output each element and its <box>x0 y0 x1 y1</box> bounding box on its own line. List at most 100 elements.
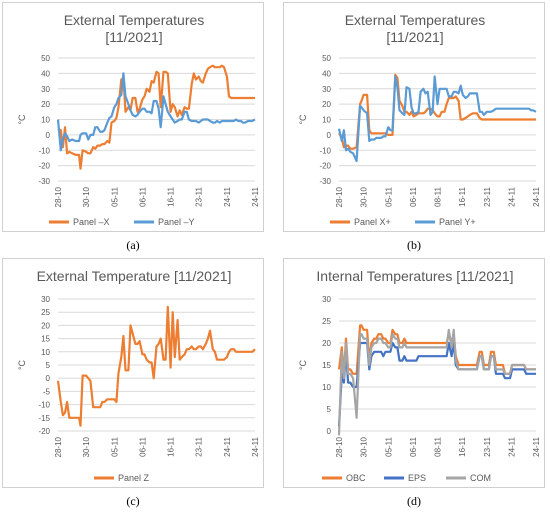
x-tick-label: 16-11 <box>167 436 176 456</box>
y-tick-label: 25 <box>41 308 50 317</box>
chart-caption-a: (a) <box>126 238 140 252</box>
x-tick-label: 24-11 <box>532 186 541 206</box>
x-tick-label: 05-11 <box>384 186 393 206</box>
y-tick-label: -30 <box>38 177 50 186</box>
x-tick-label: 06-11 <box>409 436 418 456</box>
chart-panel-a: External Temperatures [11/2021] -30 -20 -10 0… <box>2 2 264 232</box>
y-tick-label: -15 <box>38 414 50 423</box>
y-tick-label: 20 <box>41 100 50 109</box>
x-tick-label: 23-11 <box>195 186 204 206</box>
y-axis-label: °C <box>17 359 27 370</box>
y-tick-label: 30 <box>322 295 331 304</box>
series-line-2 <box>56 72 256 152</box>
x-tick-label: 05-11 <box>110 186 119 206</box>
y-tick-label: 15 <box>41 335 50 344</box>
y-tick-label: 10 <box>322 116 331 125</box>
y-tick-label: 40 <box>322 69 331 78</box>
x-tick-label: 23-11 <box>195 436 204 456</box>
y-axis-label: °C <box>17 114 27 125</box>
chart-panel-d: Internal Temperatures [11/2021] 0 5 10 15 20 2… <box>283 258 545 488</box>
y-tick-label: 30 <box>322 85 331 94</box>
x-tick-label: 28-10 <box>54 186 63 207</box>
x-tick-label: 08-11 <box>434 186 443 206</box>
chart-caption-c: (c) <box>126 494 140 508</box>
y-tick-label: 20 <box>322 100 331 109</box>
x-tick-label: 23-11 <box>483 436 492 456</box>
legend-label: COM <box>470 473 491 483</box>
legend-label: Panel –Y <box>158 217 195 227</box>
x-tick-label: 24-11 <box>507 186 516 206</box>
x-tick-label: 24-11 <box>251 186 260 206</box>
x-tick-label: 24-11 <box>532 436 541 456</box>
y-tick-label: 0 <box>46 374 51 383</box>
y-tick-label: 10 <box>322 383 331 392</box>
chart-a-svg: External Temperatures[11/2021] -30 -20 -10 0… <box>17 12 260 227</box>
series-line-1 <box>56 305 256 427</box>
y-tick-label: 20 <box>41 321 50 330</box>
y-tick-label: -20 <box>319 162 331 171</box>
y-tick-label: 0 <box>327 131 332 140</box>
x-tick-label: 30-10 <box>82 186 91 207</box>
legend-label: Panel –X <box>73 217 110 227</box>
chart-d-svg: Internal Temperatures [11/2021] 0 5 10 15 20 2… <box>298 268 541 483</box>
x-tick-label: 24-11 <box>507 436 516 456</box>
y-tick-label: -10 <box>38 401 50 410</box>
x-tick-label: 30-10 <box>82 436 91 457</box>
series-line-1 <box>57 64 255 170</box>
legend-label: EPS <box>408 473 426 483</box>
y-tick-label: 5 <box>46 361 51 370</box>
y-tick-label: 5 <box>327 405 332 414</box>
chart-b-svg: External Temperatures[11/2021] -30 -20 -10 0… <box>298 12 541 227</box>
chart-c-svg: External Temperature [11/2021] -20 -15 -10 -… <box>17 268 260 483</box>
x-tick-label: 05-11 <box>110 436 119 456</box>
y-tick-label: 0 <box>327 427 332 436</box>
series-line-2 <box>337 341 536 427</box>
chart-panel-c: External Temperature [11/2021] -20 -15 -10 -… <box>2 258 264 488</box>
y-tick-label: -30 <box>319 177 331 186</box>
x-tick-label: 30-10 <box>360 186 369 207</box>
chart-title-line: Internal Temperatures [11/2021] <box>316 268 513 284</box>
chart-title-line: External Temperatures <box>64 12 205 28</box>
y-tick-label: -20 <box>38 427 50 436</box>
legend-label: Panel X+ <box>354 217 391 227</box>
chart-title-line: External Temperature [11/2021] <box>37 268 232 284</box>
y-tick-label: 30 <box>41 85 50 94</box>
chart-caption-b: (b) <box>407 238 421 252</box>
y-tick-label: -5 <box>43 387 51 396</box>
y-tick-label: 25 <box>322 317 331 326</box>
x-tick-label: 16-11 <box>458 186 467 206</box>
y-tick-label: 10 <box>41 116 50 125</box>
x-tick-label: 23-11 <box>483 186 492 206</box>
legend-label: Panel Y+ <box>439 217 476 227</box>
x-tick-label: 28-10 <box>54 436 63 457</box>
y-axis-label: °C <box>298 359 308 370</box>
y-tick-label: -20 <box>38 162 50 171</box>
x-tick-label: 24-11 <box>223 436 232 456</box>
chart-title-line: External Temperatures <box>345 12 486 28</box>
legend-label: OBC <box>346 473 366 483</box>
x-tick-label: 28-10 <box>335 186 344 207</box>
y-tick-label: -10 <box>38 146 50 155</box>
x-tick-label: 06-11 <box>138 186 147 206</box>
y-tick-label: 50 <box>322 54 331 63</box>
y-axis-label: °C <box>298 114 308 125</box>
x-tick-label: 30-10 <box>360 436 369 457</box>
chart-caption-d: (d) <box>407 494 421 508</box>
y-tick-label: 40 <box>41 69 50 78</box>
y-tick-label: 50 <box>41 54 50 63</box>
x-tick-label: 06-11 <box>138 436 147 456</box>
x-tick-label: 16-11 <box>458 436 467 456</box>
x-tick-label: 24-11 <box>251 436 260 456</box>
series-line-3 <box>337 328 536 436</box>
x-tick-label: 08-11 <box>434 436 443 456</box>
y-tick-label: 20 <box>322 339 331 348</box>
chart-title-line: [11/2021] <box>386 29 443 45</box>
legend-label: Panel Z <box>118 473 150 483</box>
series-line-2 <box>337 75 537 163</box>
x-tick-label: 05-11 <box>384 436 393 456</box>
y-tick-label: 15 <box>322 361 331 370</box>
y-tick-label: -10 <box>319 146 331 155</box>
x-tick-label: 28-10 <box>335 436 344 457</box>
y-tick-label: 10 <box>41 348 50 357</box>
chart-title-line: [11/2021] <box>105 29 162 45</box>
